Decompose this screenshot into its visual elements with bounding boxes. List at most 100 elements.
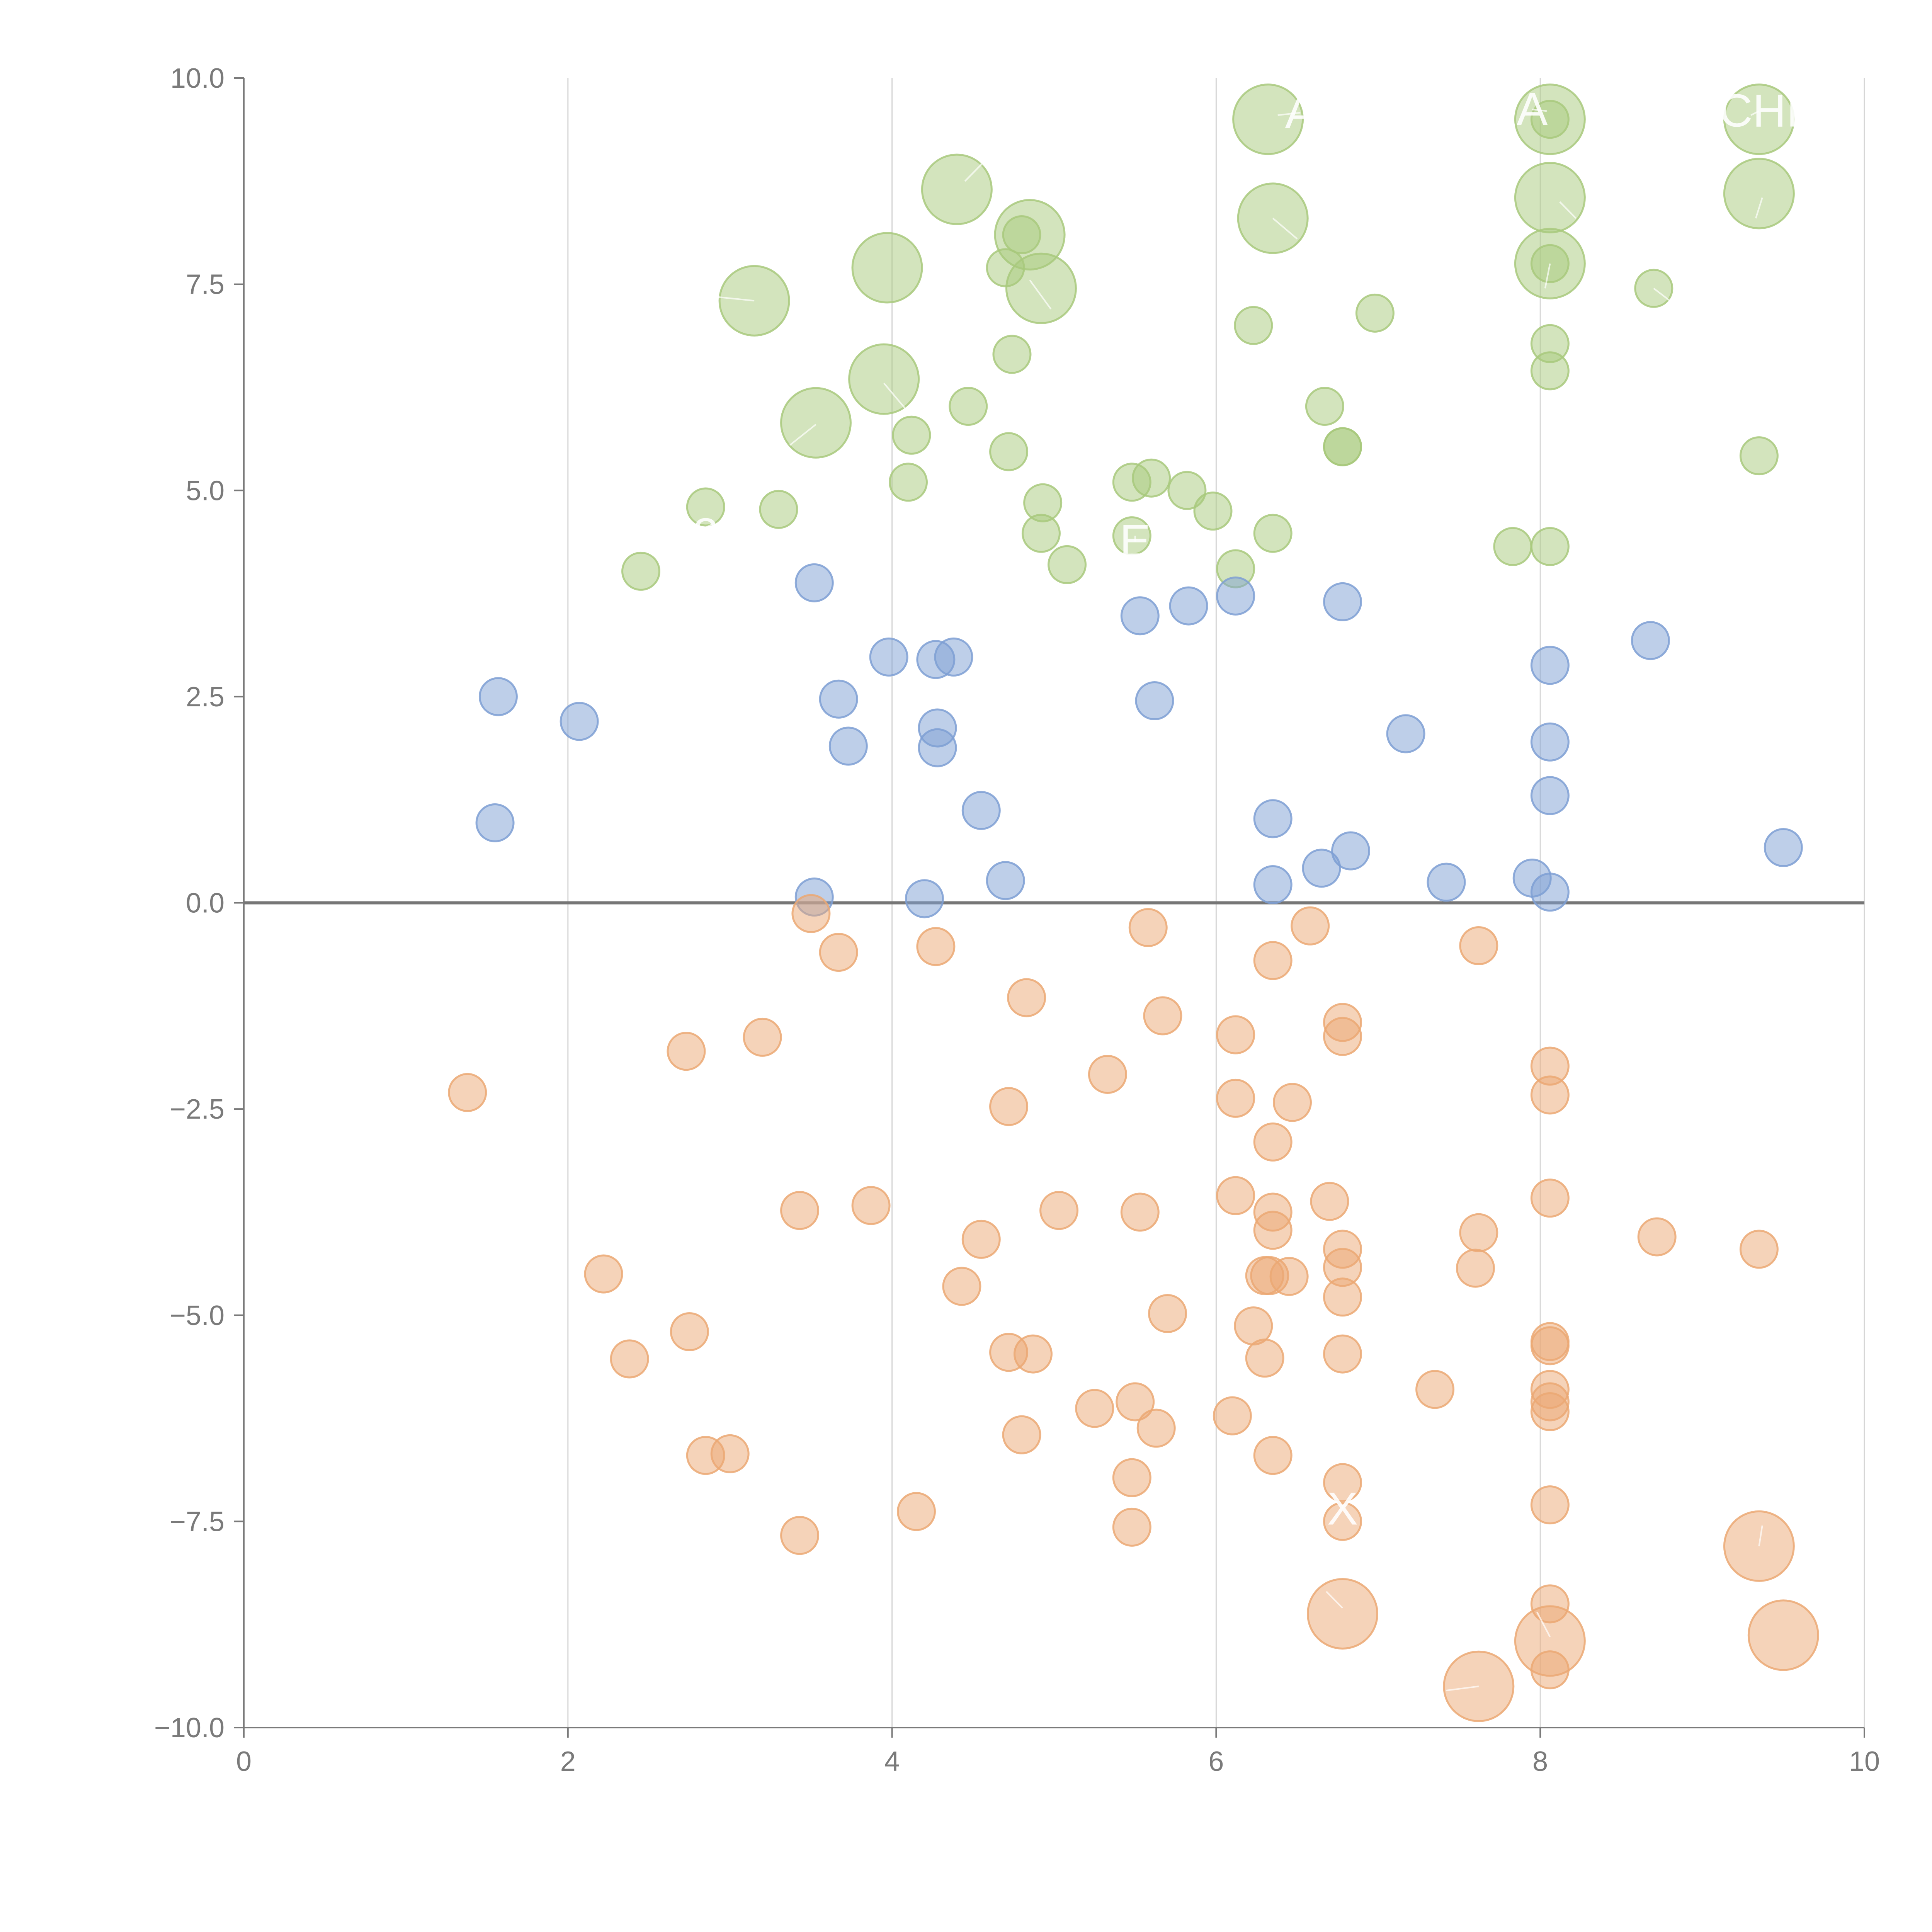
bubble-high [1530,527,1570,566]
bubble-low [851,1186,891,1225]
x-tick-label: 8 [1532,1746,1548,1777]
bubble-high [1234,306,1273,345]
y-tick-label: 2.5 [186,682,224,713]
bubble-low [670,1312,709,1351]
bubble-medium [560,702,599,741]
bubble-medium [478,677,518,716]
annotation-leader [883,383,909,413]
bubble-medium [905,879,944,918]
annotation-leader [1559,201,1577,219]
bubble-low [667,1032,706,1071]
bubble-medium [1302,849,1341,888]
bubble-medium [475,803,515,842]
annotation-leader [1755,197,1763,219]
bubble-low [1459,1213,1498,1252]
y-tick-label: −2.5 [170,1094,224,1125]
bubble-low [1530,1326,1570,1366]
bubble-medium [819,679,858,719]
bubble-low [1075,1389,1114,1428]
y-tick-label: 10.0 [170,63,224,94]
bubble-high [1112,516,1151,556]
bubble-low [1002,1415,1041,1454]
annotation-leader [964,156,990,182]
bubble-high [851,232,923,304]
bubble-medium [918,728,957,767]
bubble-medium [961,791,1001,830]
bubble-high [1530,351,1570,391]
bubble-low [1216,1078,1255,1118]
annotation-label: A [1517,83,1548,135]
bubble-low [1216,1176,1255,1215]
annotation-leader [1277,112,1301,116]
bubble-medium [1530,776,1570,815]
y-tick-label: 5.0 [186,475,224,506]
annotation-leader [1326,1591,1343,1609]
bubble-medium [1323,582,1362,621]
bubble-low [1253,1211,1293,1250]
bubble-high [1232,83,1304,155]
bubble-high [1723,83,1795,155]
bubble-low [1456,1248,1495,1288]
annotation-label: CHI [1719,85,1799,136]
bubble-high [1021,514,1061,553]
annotation-leader [1544,263,1551,289]
annotation-labels: A A CHI X Eo [693,83,1799,1534]
bubble-high [1355,293,1395,333]
bubble-low [1120,1192,1160,1232]
bubble-low [780,1516,820,1555]
bubble-low [942,1267,981,1306]
bubble-medium [1331,831,1371,871]
annotation-label: A [1285,87,1316,138]
bubble-low [1216,1015,1255,1054]
bubble-low [916,927,956,966]
bubble-high [621,551,661,591]
bubble-high [989,432,1029,471]
bubble-high [780,387,852,459]
annotation-leader [1653,287,1670,301]
bubble-low [1323,1334,1362,1374]
annotation-label: E [1120,515,1151,567]
bubble-low [897,1492,936,1531]
bubble-medium [828,726,868,766]
bubble-low [686,1436,725,1475]
bubble-low [780,1191,820,1230]
annotation-leader [1536,1612,1551,1638]
bubble-low [1323,1463,1362,1502]
bubble-medium [1530,872,1570,912]
bubble-low [1307,1578,1379,1650]
bubble-layer [448,83,1819,1722]
bubble-medium [1135,681,1174,721]
annotation-leader [705,522,714,529]
bubble-low [1747,1599,1819,1671]
bubble-high [992,335,1032,374]
bubble-medium [1530,722,1570,762]
bubble-high [892,415,931,455]
bubble-low [1739,1230,1779,1269]
bubble-low [1116,1382,1155,1422]
annotation-leader [714,296,755,302]
bubble-medium [794,563,834,602]
x-tick-label: 0 [236,1746,252,1777]
y-tick-label: −10.0 [154,1713,224,1743]
bubble-low [1323,1502,1362,1541]
bubble-low [448,1073,487,1112]
bubble-low [1530,1650,1570,1690]
annotation-leader [789,423,816,446]
bubble-high [1723,158,1795,230]
y-tick-label: 0.0 [186,888,224,919]
annotation-leader [1750,110,1760,116]
bubble-medium [1530,646,1570,685]
bubble-high [1002,215,1041,255]
x-axis-ticks: 0 2 4 6 8 10 [236,1728,1880,1777]
bubble-low [1269,1257,1309,1296]
bubble-medium [1216,576,1255,616]
bubble-medium [1427,862,1466,902]
bubble-medium [1253,799,1293,838]
x-tick-label: 6 [1208,1746,1224,1777]
annotation-label: o [693,501,719,553]
bubble-low [1253,941,1293,980]
bubble-high [889,463,928,502]
bubble-low [1323,1277,1362,1317]
bubble-medium [1169,586,1208,626]
